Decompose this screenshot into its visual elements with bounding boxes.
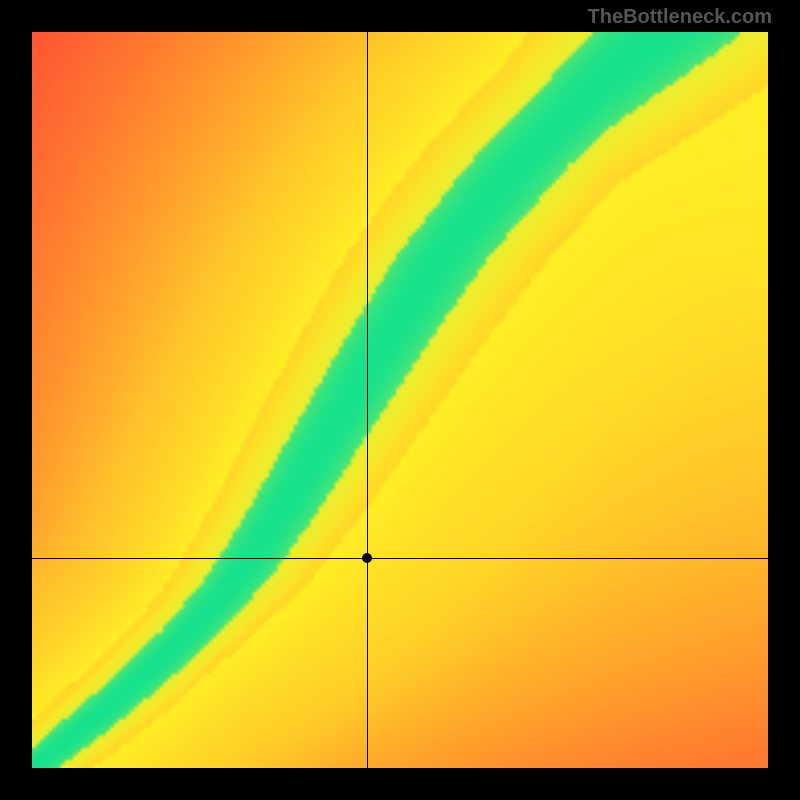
watermark-text: TheBottleneck.com [588, 6, 772, 29]
heatmap-canvas [32, 32, 768, 768]
heatmap-plot [32, 32, 768, 768]
marker-dot [362, 553, 372, 563]
crosshair-horizontal [32, 558, 768, 559]
crosshair-vertical [367, 32, 368, 768]
